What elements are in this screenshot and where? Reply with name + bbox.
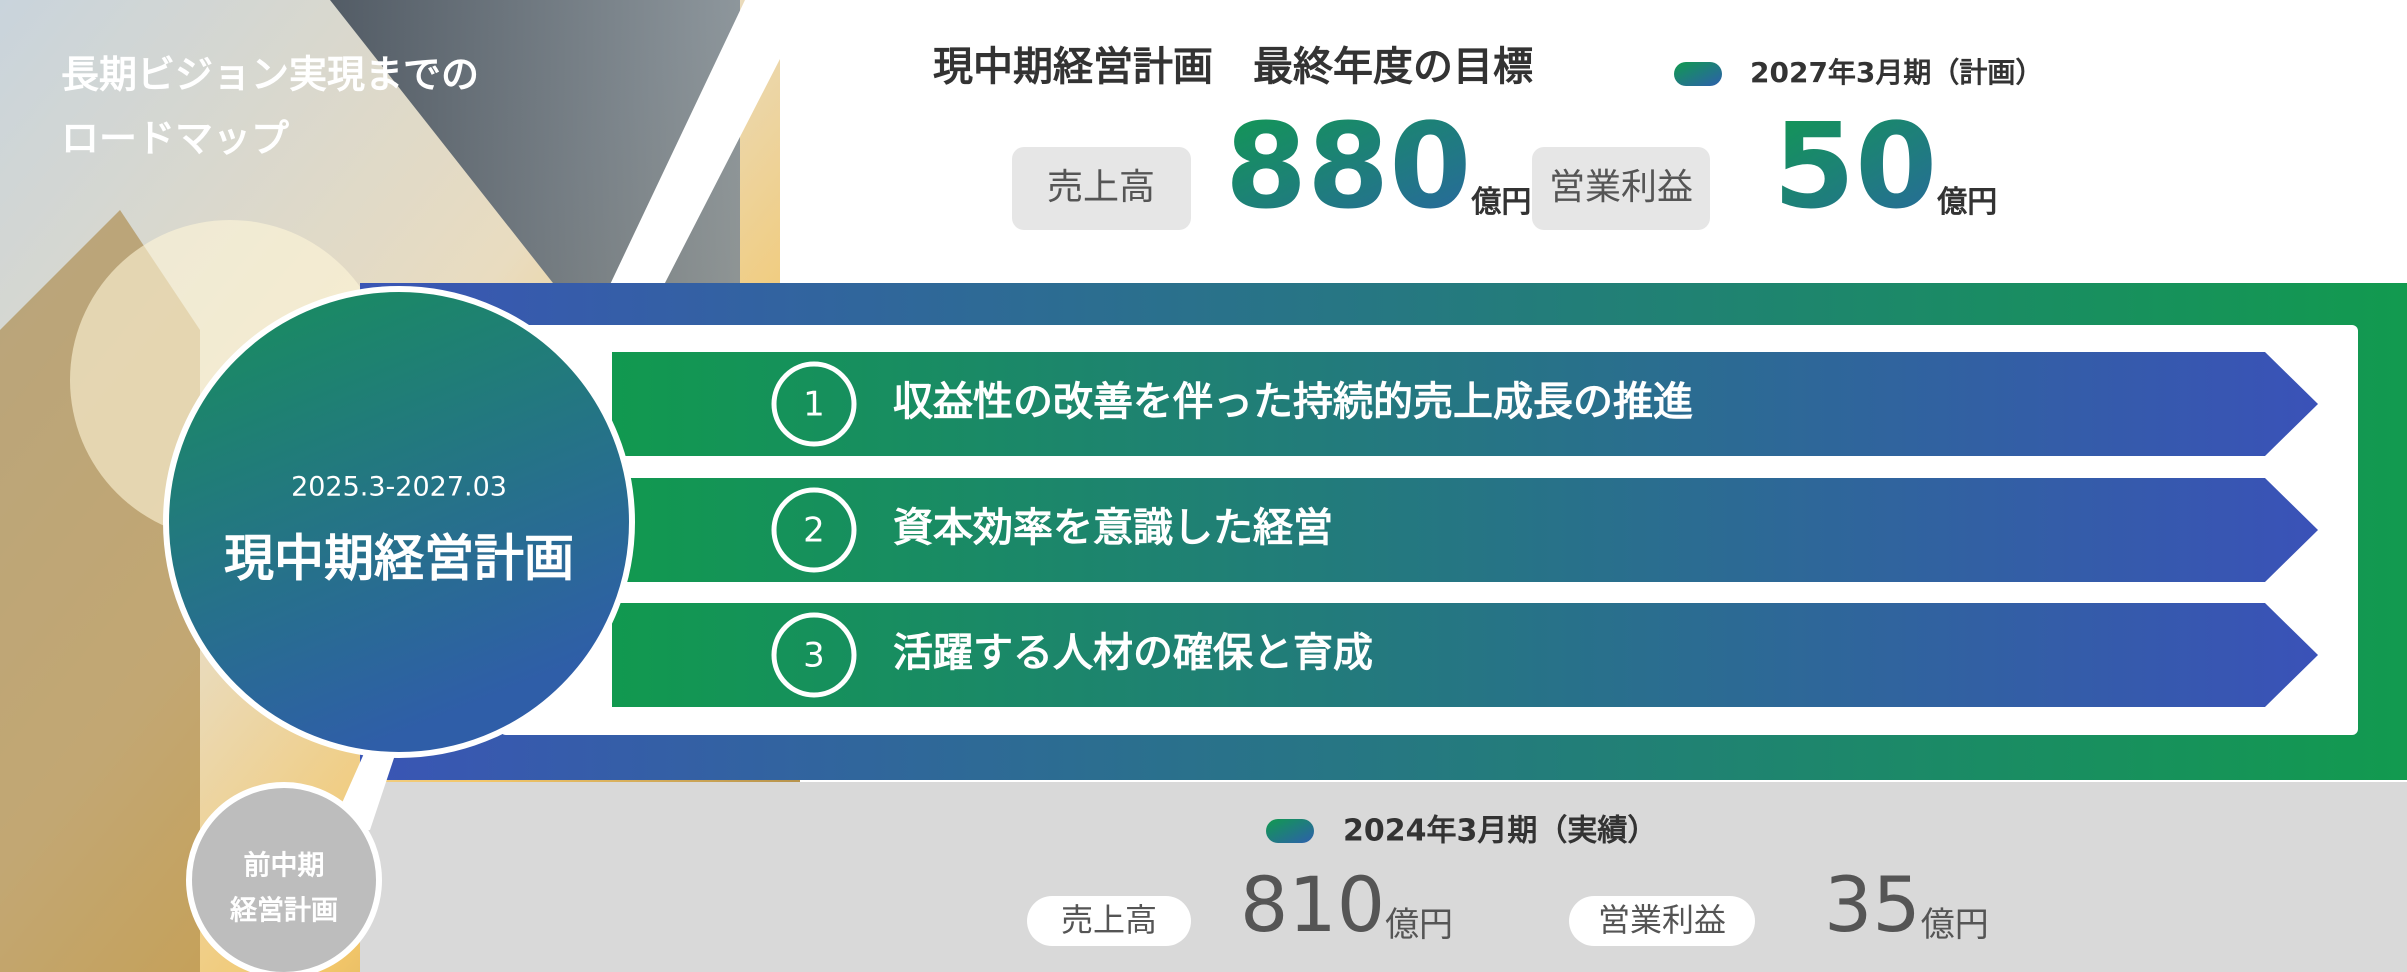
metric-label: 営業利益 — [1598, 901, 1726, 939]
page: {"header": {"title_lines": ["長期ビジョン実現までの… — [0, 0, 2407, 972]
legend-text: 2024年3月期（実績） — [1343, 814, 1657, 849]
metric-label: 売上高 — [1061, 901, 1157, 939]
legend-swatch — [1674, 62, 1722, 86]
plan-name: 現中期経営計画 — [224, 530, 574, 588]
metric-unit: 億円 — [1921, 905, 1989, 945]
theme-number: 2 — [803, 511, 825, 551]
metric-label: 営業利益 — [1549, 167, 1693, 208]
metric-unit: 億円 — [1385, 905, 1453, 945]
previous-name: 経営計画 — [230, 895, 338, 927]
theme-number: 1 — [803, 385, 825, 425]
theme-text: 収益性の改善を伴った持続的売上成長の推進 — [893, 379, 1693, 425]
header-title: 長期ビジョン実現までの — [61, 53, 479, 97]
metric-label: 売上高 — [1047, 167, 1155, 208]
theme-number: 3 — [803, 636, 825, 676]
legend-swatch — [1266, 819, 1314, 843]
roadmap: 1 2 3 収益性の改善を伴った持続的売上成長の推進 資本効率を意識した経営 活… — [0, 0, 2407, 972]
theme-arrow — [612, 603, 2318, 707]
target-title: 現中期経営計画 最終年度の目標 — [933, 44, 1533, 90]
previous-name: 前中期 — [244, 850, 325, 882]
legend-text: 2027年3月期（計画） — [1750, 56, 2043, 89]
metric-unit: 億円 — [1936, 185, 1997, 220]
header-title: ロードマップ — [61, 117, 289, 161]
theme-text: 活躍する人材の確保と育成 — [893, 630, 1373, 676]
current-plan-circle — [166, 289, 632, 755]
theme-text: 資本効率を意識した経営 — [893, 505, 1333, 551]
plan-period: 2025.3-2027.03 — [291, 472, 507, 503]
metric-unit: 億円 — [1470, 185, 1531, 220]
theme-arrow — [612, 478, 2318, 582]
